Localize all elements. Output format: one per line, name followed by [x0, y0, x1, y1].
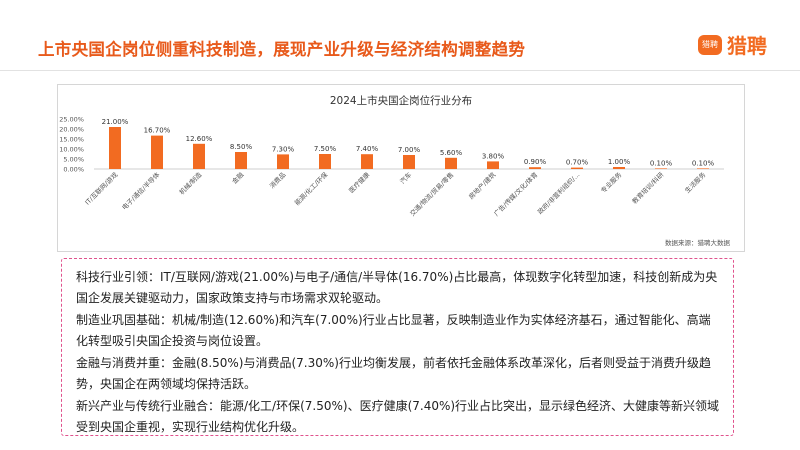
title-divider [0, 70, 800, 71]
bar-chart: 2024上市央国企岗位行业分布 0.00% 5.00% 10.00% 15.00% 20… [59, 94, 731, 247]
x-tick-label: 房地产/建筑 [467, 170, 498, 201]
bar [403, 155, 415, 169]
x-tick-label: 生活服务 [683, 170, 708, 195]
bar-value-label: 7.00% [398, 146, 421, 154]
bars [109, 127, 709, 169]
y-tick-label: 25.00% [59, 116, 84, 124]
page-title: 上市央国企岗位侧重科技制造，展现产业升级与经济结构调整趋势 [38, 40, 526, 59]
x-tick-label: 广告/传媒/文化/体育 [492, 170, 540, 218]
bar-value-label: 12.60% [186, 135, 213, 143]
insights-box: 科技行业引领：IT/互联网/游戏(21.00%)与电子/通信/半导体(16.70… [61, 258, 734, 436]
logo-badge-icon: 猎聘 [698, 34, 722, 55]
bar-value-label: 7.50% [314, 145, 337, 153]
bar-value-label: 8.50% [230, 143, 253, 151]
x-tick-label: 教育培训/科研 [630, 170, 666, 206]
bar-value-label: 0.10% [650, 159, 673, 167]
insight-manufacturing: 制造业巩固基础：机械/制造(12.60%)和汽车(7.00%)行业占比显著，反映… [76, 313, 711, 348]
bar [487, 161, 499, 169]
bar-value-label: 16.70% [144, 127, 171, 135]
bar [697, 168, 709, 169]
bar [613, 167, 625, 169]
bar-value-label: 0.70% [566, 159, 589, 167]
y-axis: 0.00% 5.00% 10.00% 15.00% 20.00% 25.00% [59, 116, 84, 174]
x-tick-label: 机械/制造 [177, 170, 204, 197]
x-tick-label: 汽车 [398, 170, 414, 186]
x-tick-label: IT/互联网/游戏 [83, 170, 120, 207]
y-tick-label: 15.00% [59, 136, 84, 144]
bar [109, 127, 121, 169]
bar [193, 143, 205, 169]
bar [571, 167, 583, 169]
bar [319, 154, 331, 169]
x-tick-label: 政府/非营利组织/... [535, 170, 581, 216]
bar [235, 152, 247, 169]
bar [529, 167, 541, 169]
chart-panel: 2024上市央国企岗位行业分布 0.00% 5.00% 10.00% 15.00% 20… [57, 84, 745, 252]
bar [445, 157, 457, 169]
y-tick-label: 20.00% [59, 126, 84, 134]
x-tick-label: 电子/通信/半导体 [120, 170, 162, 212]
x-tick-label: 能源/化工/环保 [292, 170, 329, 207]
bar [655, 168, 667, 169]
chart-title: 2024上市央国企岗位行业分布 [330, 94, 472, 107]
value-labels: 21.00% 16.70% 12.60% 8.50% 7.30% 7.50% 7.40% 7.… [102, 118, 715, 167]
bar-value-label: 5.60% [440, 149, 463, 157]
x-tick-label: 消费品 [267, 170, 287, 190]
bar-value-label: 21.00% [102, 118, 129, 126]
bar-value-label: 0.90% [524, 158, 547, 166]
insight-emerging: 新兴产业与传统行业融合：能源/化工/环保(7.50%)、医疗健康(7.40%)行… [76, 399, 720, 434]
insight-finance-consumer: 金融与消费并重：金融(8.50%)与消费品(7.30%)行业均衡发展，前者依托金… [76, 356, 711, 391]
bar-value-label: 1.00% [608, 158, 631, 166]
insight-tech: 科技行业引领：IT/互联网/游戏(21.00%)与电子/通信/半导体(16.70… [76, 270, 718, 305]
bar [277, 154, 289, 169]
x-tick-label: 金融 [230, 170, 246, 186]
y-tick-label: 0.00% [63, 166, 84, 174]
x-tick-label: 医疗健康 [347, 170, 372, 195]
x-tick-label: 专业服务 [599, 170, 624, 195]
chart-source: 数据来源：猎聘大数据 [665, 238, 731, 247]
logo-text: 猎聘 [727, 34, 767, 58]
x-axis-labels: IT/互联网/游戏 电子/通信/半导体 机械/制造 金融 消费品 能源/化工/环保 医疗健康… [83, 170, 708, 218]
bar-value-label: 7.40% [356, 145, 379, 153]
x-tick-label: 交通/物流/贸易/零售 [408, 170, 456, 218]
bar-value-label: 7.30% [272, 145, 295, 153]
bar [151, 135, 163, 169]
y-tick-label: 10.00% [59, 146, 84, 154]
bar-value-label: 3.80% [482, 152, 505, 160]
logo: 猎聘 猎聘 [698, 30, 767, 59]
y-tick-label: 5.00% [63, 156, 84, 164]
bar-value-label: 0.10% [692, 159, 715, 167]
bar [361, 154, 373, 169]
